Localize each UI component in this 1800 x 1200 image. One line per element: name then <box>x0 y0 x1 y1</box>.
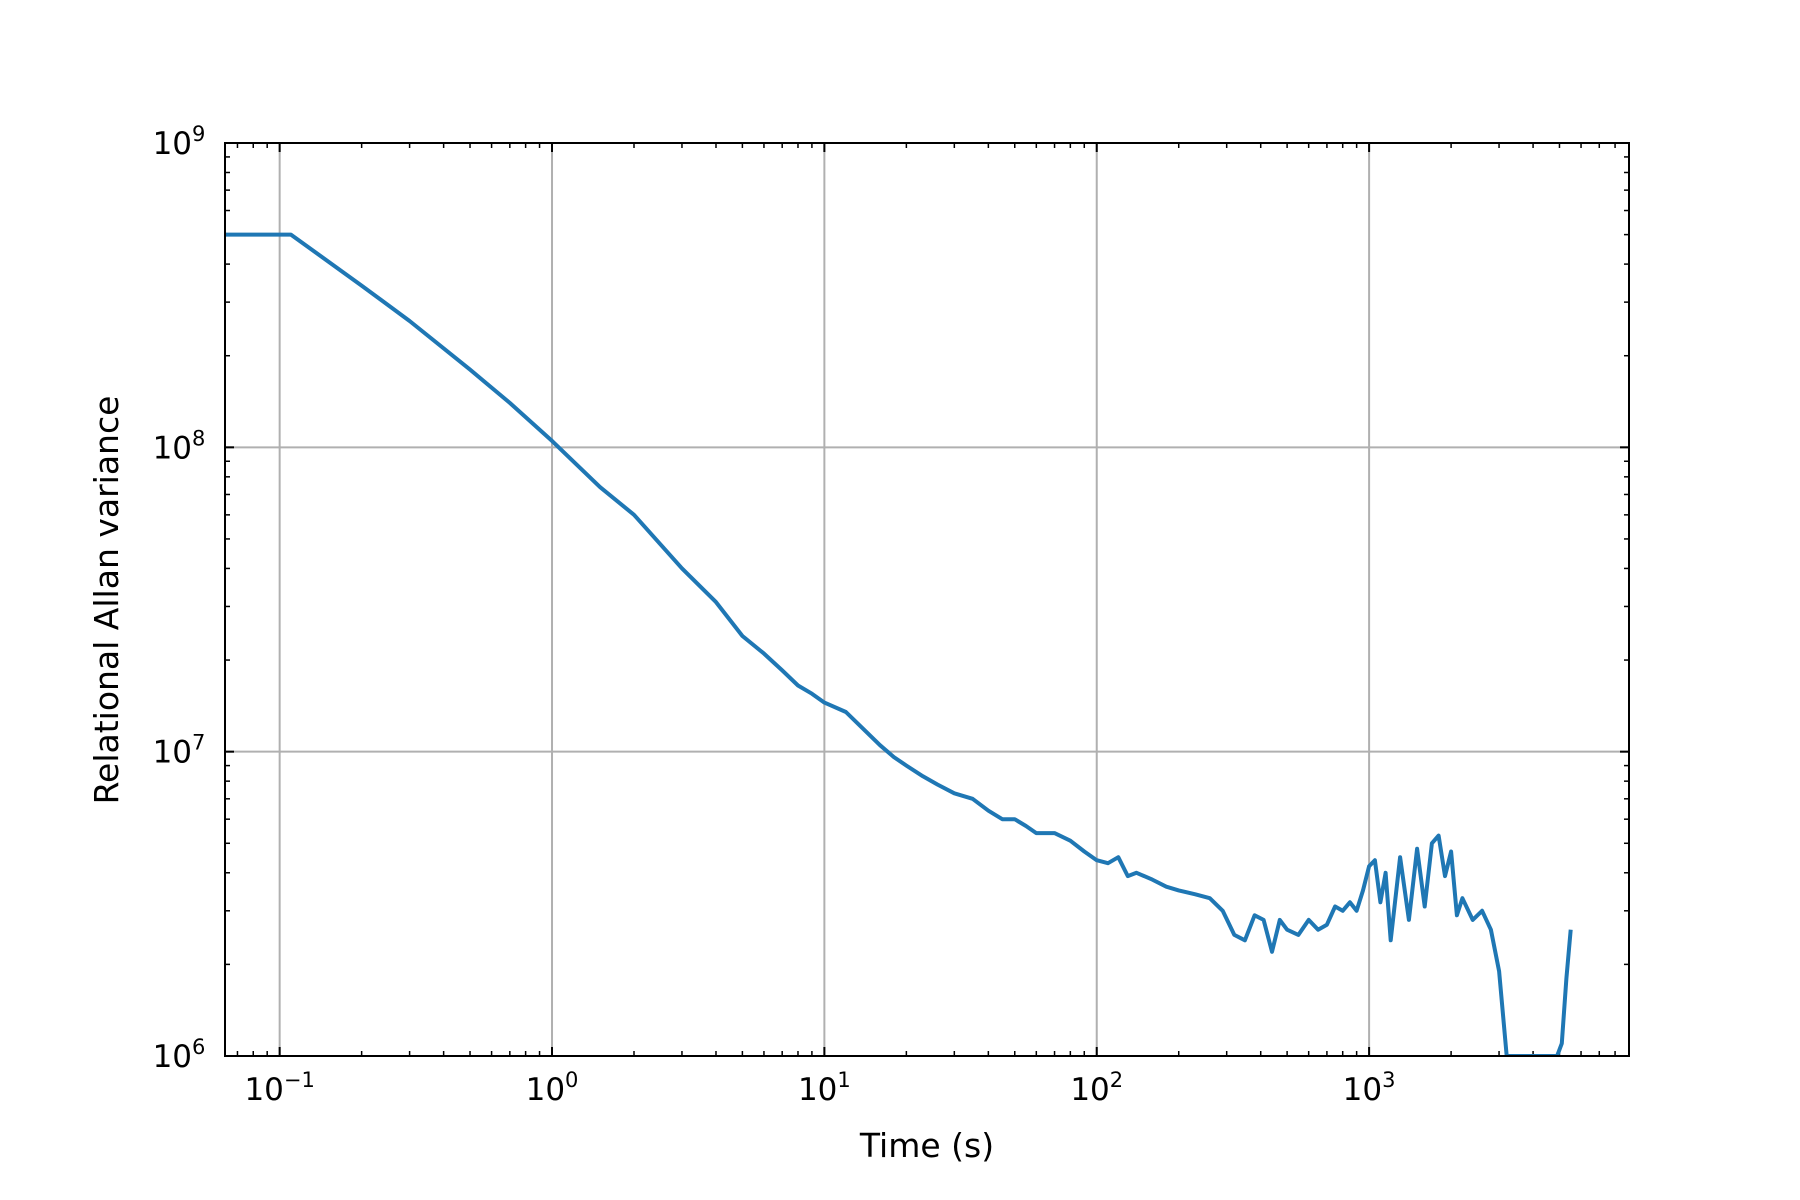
y-tick-label: 106 <box>153 1035 206 1075</box>
major-ticks <box>225 142 1629 1057</box>
grid-lines <box>225 143 1629 1056</box>
series-layer <box>225 232 1573 1056</box>
x-tick-label: 10−1 <box>244 1068 314 1108</box>
x-axis-title: Time (s) <box>859 1126 994 1165</box>
plot-frame <box>224 142 1630 1057</box>
y-tick-label: 107 <box>153 731 206 771</box>
y-tick-label: 108 <box>153 426 206 466</box>
y-axis-title: Relational Allan variance <box>87 396 126 805</box>
x-tick-label: 100 <box>526 1068 579 1108</box>
x-tick-label: 101 <box>798 1068 851 1108</box>
y-tick-labels: 106 107 108 109 <box>153 122 206 1075</box>
x-tick-label: 102 <box>1070 1068 1123 1108</box>
x-tick-labels: 10−1 100 101 102 103 <box>244 1068 1395 1108</box>
series-line <box>225 232 1573 1056</box>
y-tick-label: 109 <box>153 122 206 162</box>
x-tick-label: 103 <box>1343 1068 1396 1108</box>
